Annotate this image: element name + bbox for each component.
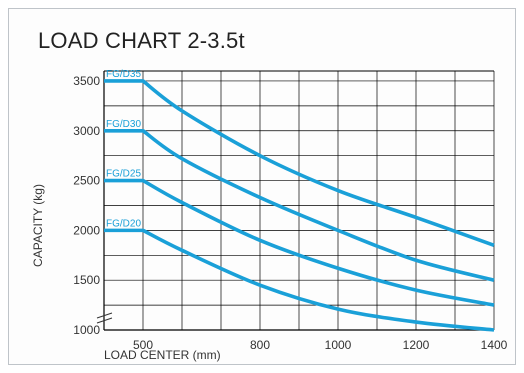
chart-frame [8,8,516,365]
series-line [104,128,495,282]
x-axis-title: LOAD CENTER (mm) [104,348,221,362]
grid [96,70,495,331]
axis-break-mark [96,312,113,324]
y-axis-title: CAPACITY (kg) [31,184,45,267]
labels: FG/D35 FG/D30 FG/D25 FG/D20 1000 1500 2000 2500… [31,69,508,362]
y-tick-label: 2500 [73,174,100,188]
series-line [104,228,495,332]
x-tick-label: 1000 [325,338,352,352]
x-tick-label: 500 [133,338,153,352]
x-tick-label: 1400 [481,338,508,352]
chart-title: LOAD CHART 2-3.5t [38,28,245,53]
series-label: FG/D25 [106,169,141,180]
y-tick-label: 2000 [73,223,100,237]
series-label: FG/D20 [106,218,141,229]
series-line [104,79,495,248]
y-tick-label: 3000 [73,124,100,138]
y-tick-label: 1000 [73,323,100,337]
x-tick-label: 800 [250,338,270,352]
series-lines [104,79,495,332]
series-line [104,178,495,307]
series-label: FG/D30 [106,119,141,130]
y-tick-label: 3500 [73,74,100,88]
x-tick-label: 1200 [403,338,430,352]
y-tick-label: 1500 [73,273,100,287]
series-label: FG/D35 [106,69,141,80]
